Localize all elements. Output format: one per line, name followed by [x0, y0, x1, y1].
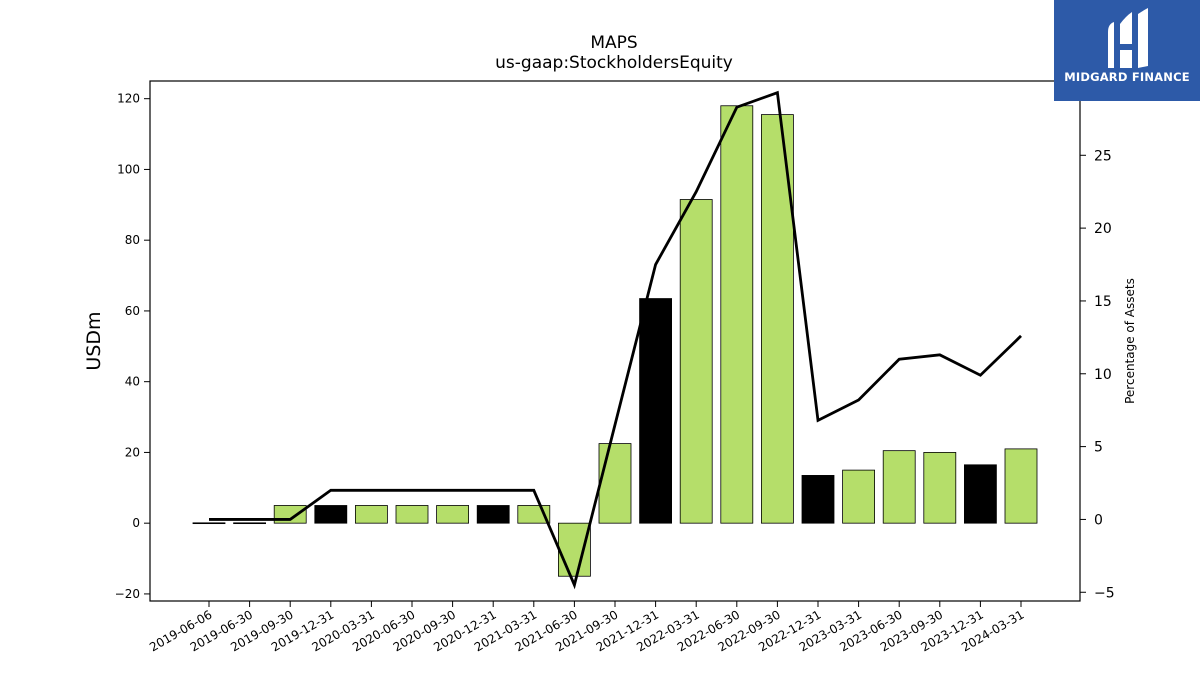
bar [842, 469, 875, 524]
y2-tick-label: 25 [1094, 148, 1112, 164]
y-tick-label: 20 [125, 445, 140, 459]
y2-axis-label: Percentage of Assets [1123, 278, 1137, 404]
y2-tick-label: −5 [1094, 585, 1115, 601]
y-tick-label: 100 [117, 162, 140, 176]
y-axis-label: USDm [83, 311, 105, 370]
y2-tick-label: 5 [1094, 440, 1103, 456]
chart-subtitle: us-gaap:StockholdersEquity [495, 53, 733, 73]
y-tick-label: 120 [117, 92, 140, 106]
brand-logo: MIDGARD FINANCE [1054, 0, 1200, 101]
y2-tick-label: 15 [1094, 294, 1112, 310]
bar [354, 505, 388, 524]
y-tick-label: 40 [125, 375, 140, 389]
y2-tick-label: 10 [1094, 367, 1112, 383]
chart-title: MAPS [590, 33, 637, 53]
y-tick-label: 0 [132, 516, 140, 530]
bars-layer [192, 105, 1038, 577]
bar [923, 452, 957, 524]
line-series [209, 90, 1022, 590]
bar [639, 298, 672, 524]
bar [395, 505, 429, 524]
y-tick-label: 60 [125, 304, 140, 318]
y-axis-right: −5 0 5 10 15 20 25 [1080, 148, 1115, 601]
bar [882, 450, 916, 524]
bar [598, 443, 632, 524]
bar [558, 522, 591, 577]
y-tick-label: −20 [115, 587, 140, 601]
y-axis-left: −20 0 20 40 60 80 100 120 [115, 92, 150, 601]
bar [720, 105, 754, 524]
y-tick-label: 80 [125, 233, 140, 247]
bar [314, 505, 348, 524]
brand-name: MIDGARD FINANCE [1064, 70, 1190, 84]
line-layer [209, 90, 1022, 590]
bar [679, 199, 713, 524]
bar [233, 522, 267, 525]
bar [964, 464, 997, 524]
bar [476, 505, 510, 524]
y2-tick-label: 0 [1094, 512, 1103, 528]
midgard-logo-icon [1108, 8, 1148, 68]
bar [192, 522, 226, 525]
bar [1004, 448, 1038, 524]
x-axis: 2019-06-062019-06-302019-09-302019-12-31… [147, 601, 1027, 654]
bar [436, 505, 470, 524]
y2-tick-label: 20 [1094, 221, 1112, 237]
bar [801, 475, 835, 524]
